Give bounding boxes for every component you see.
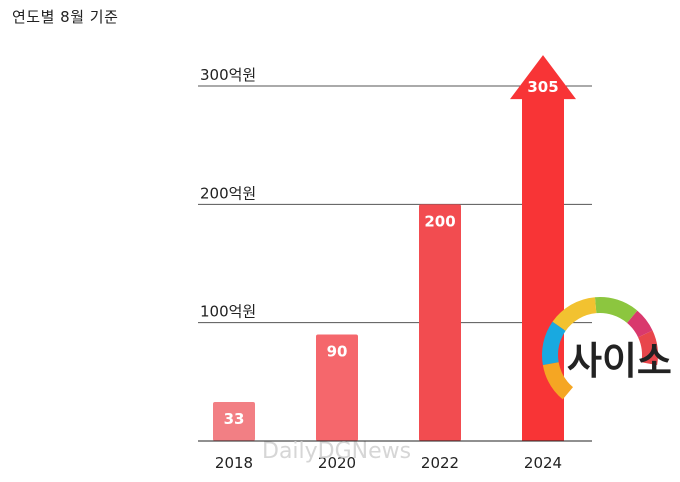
logo-ring-orange [542, 361, 574, 400]
logo-ring-yellow [552, 297, 597, 332]
value-label-2020: 90 [327, 343, 348, 361]
chart-subtitle: 연도별 8월 기준 [12, 8, 119, 26]
y-tick-label-300: 300억원 [200, 66, 256, 84]
x-tick-label-2018: 2018 [215, 454, 253, 472]
x-tick-label-2024: 2024 [524, 454, 562, 472]
bar-2024-arrow [510, 55, 576, 441]
watermark: DailyDGNews [262, 439, 411, 464]
x-tick-label-2020: 2020 [318, 454, 356, 472]
y-tick-label-200: 200억원 [200, 184, 256, 202]
y-axis-labels: 100억원 200억원 300억원 [200, 66, 256, 321]
value-labels: 33 90 200 305 [224, 78, 559, 428]
logo-ring-red [637, 330, 658, 366]
value-label-2022: 200 [424, 212, 455, 230]
bar-2020 [316, 334, 358, 441]
x-axis-labels: 2018 2020 2022 2024 [215, 454, 562, 472]
y-tick-label-100: 100억원 [200, 303, 256, 321]
saiso-logo: 사이소 [542, 297, 672, 400]
logo-ring-magenta [626, 310, 653, 338]
x-tick-label-2022: 2022 [421, 454, 459, 472]
logo-text: 사이소 [567, 339, 672, 383]
logo-ring [542, 297, 658, 400]
logo-ring-blue [542, 321, 566, 366]
bar-2022 [419, 204, 461, 441]
bar-2018 [213, 401, 255, 441]
value-label-2018: 33 [224, 410, 245, 428]
bars [213, 55, 576, 441]
logo-ring-green [594, 297, 638, 324]
value-label-2024: 305 [527, 78, 558, 96]
